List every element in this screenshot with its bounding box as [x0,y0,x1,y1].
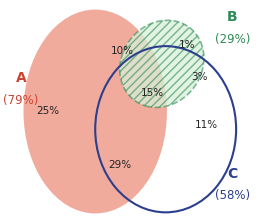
Ellipse shape [24,10,167,213]
Ellipse shape [120,20,204,107]
Text: (79%): (79%) [3,94,39,107]
Text: (58%): (58%) [215,189,250,202]
Text: 11%: 11% [195,120,218,130]
Text: 3%: 3% [191,72,207,82]
Text: 29%: 29% [108,160,131,170]
Text: 10%: 10% [111,45,134,56]
Text: 1%: 1% [179,40,196,50]
Text: A: A [16,71,26,85]
Text: (29%): (29%) [215,33,250,46]
Text: 15%: 15% [141,88,164,98]
Text: C: C [227,167,237,181]
Text: B: B [227,10,238,24]
Text: 25%: 25% [36,107,59,116]
